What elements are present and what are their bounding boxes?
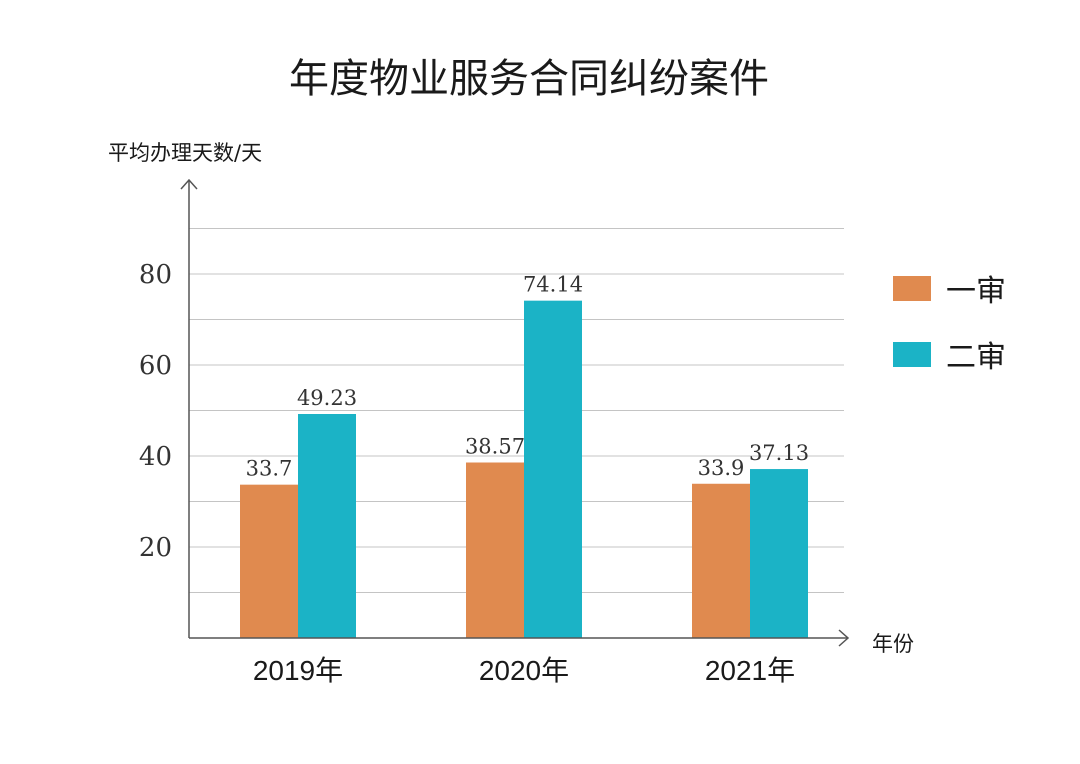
legend-label: 一审 — [946, 274, 1006, 309]
bar — [524, 300, 582, 638]
bar — [298, 414, 356, 638]
data-label: 33.7 — [246, 457, 293, 481]
y-axis-label: 平均办理天数/天 — [108, 141, 262, 165]
bar — [692, 483, 750, 638]
chart-title: 年度物业服务合同纠纷案件 — [289, 56, 769, 102]
x-axis-arrow — [838, 629, 850, 647]
axes — [180, 178, 850, 647]
x-tick-label: 2021年 — [705, 655, 795, 686]
x-axis-label: 年份 — [872, 632, 914, 656]
data-labels: 33.7 49.23 38.57 74.14 33.937.13 — [246, 273, 809, 481]
data-label: 37.13 — [749, 441, 809, 465]
x-tick-labels: 2019年 2020年 2021年 — [253, 655, 795, 686]
y-tick-labels: 20 40 60 80 — [139, 260, 172, 563]
bar — [466, 462, 524, 638]
data-label: 38.57 — [465, 435, 525, 459]
bar — [240, 484, 298, 638]
y-tick-label: 60 — [139, 351, 172, 381]
x-tick-label: 2020年 — [479, 655, 569, 686]
x-tick-label: 2019年 — [253, 655, 343, 686]
data-label: 49.23 — [297, 386, 357, 410]
data-label: 33.9 — [698, 456, 745, 480]
bar — [750, 469, 808, 638]
y-tick-label: 20 — [139, 533, 172, 563]
y-axis-arrow — [180, 178, 198, 190]
bars — [240, 300, 808, 638]
legend-label: 二审 — [946, 340, 1006, 375]
legend-swatch — [893, 276, 931, 301]
data-label: 74.14 — [523, 273, 583, 297]
y-tick-label: 80 — [139, 260, 172, 290]
legend-swatch — [893, 342, 931, 367]
y-tick-label: 40 — [139, 442, 172, 472]
